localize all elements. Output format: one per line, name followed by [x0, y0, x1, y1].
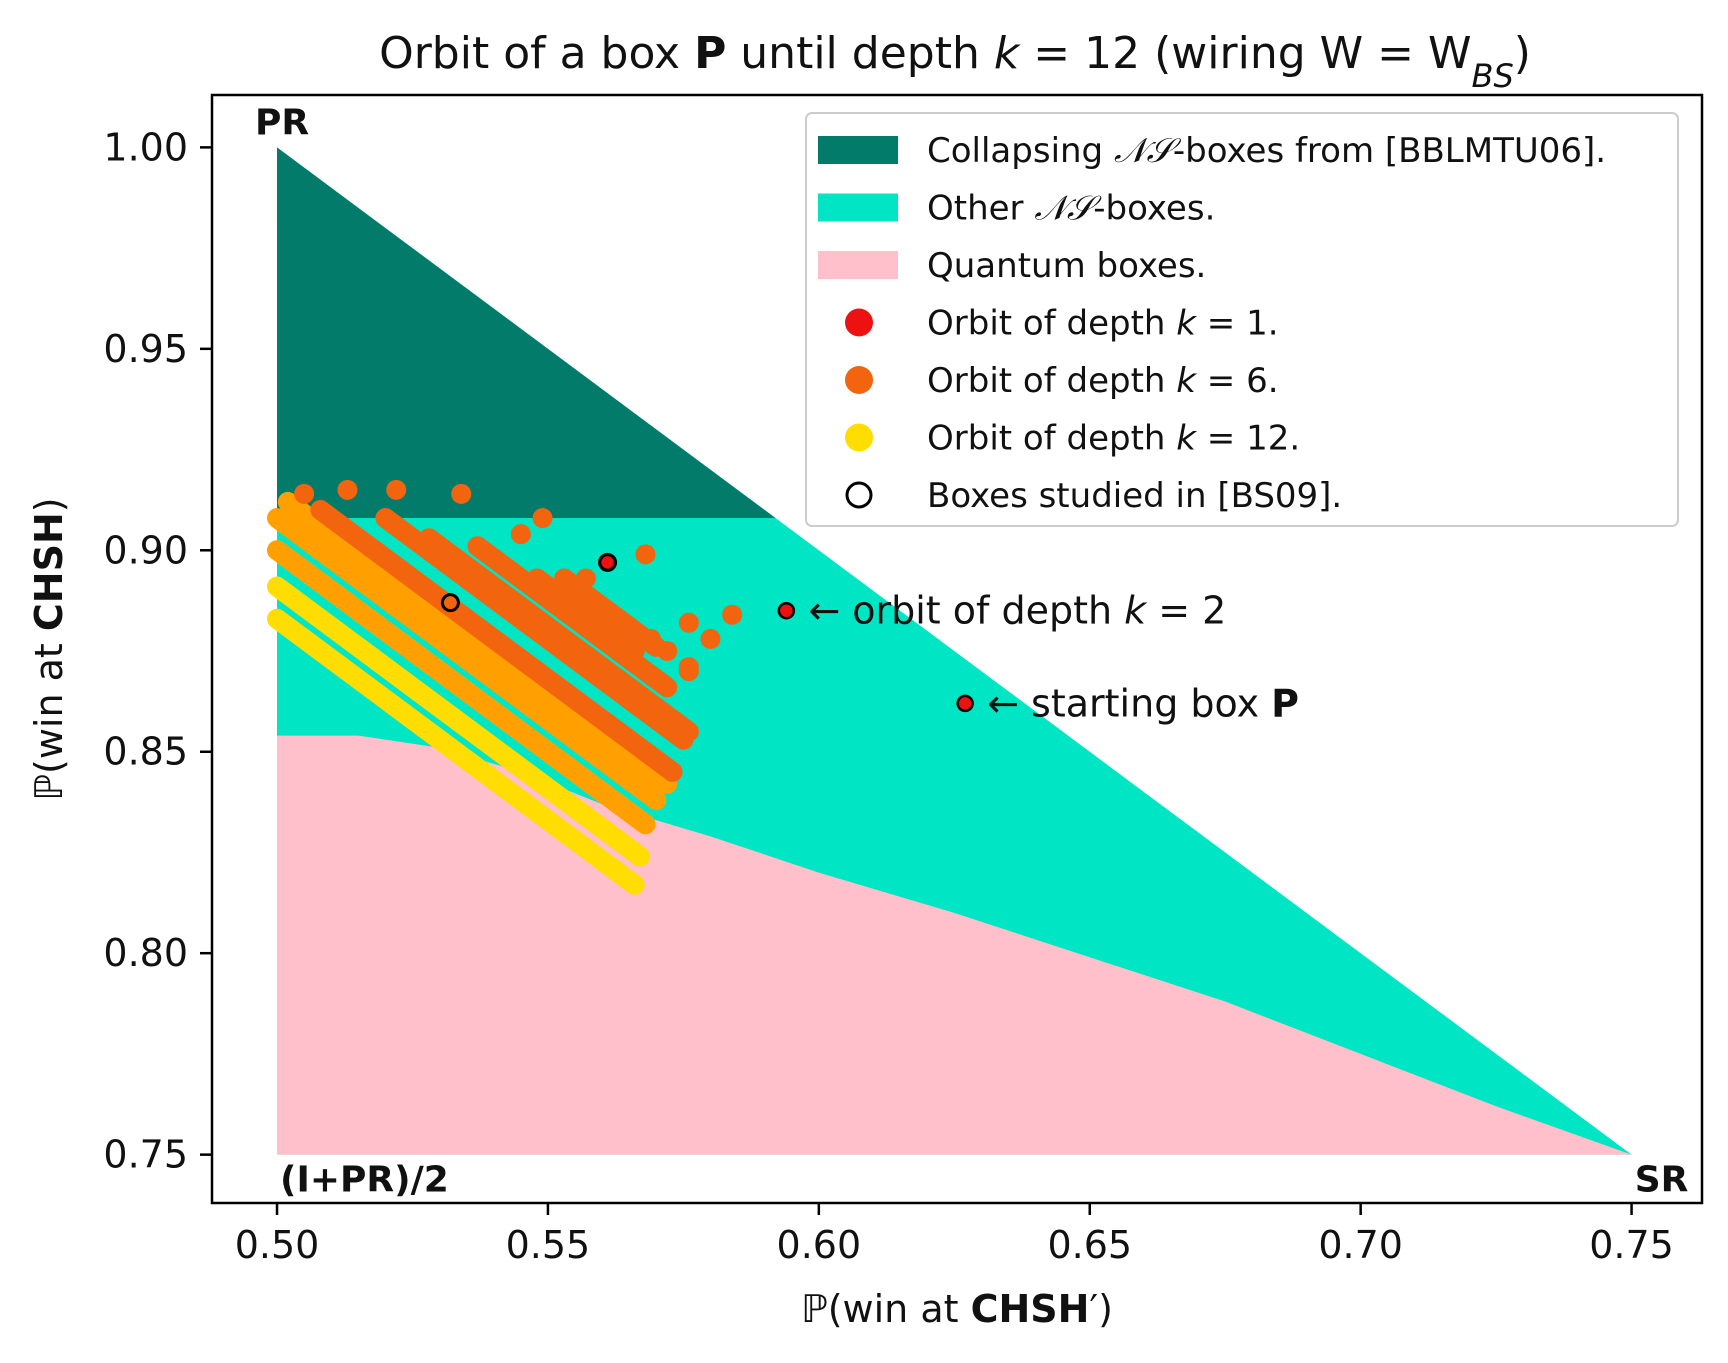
series-layer [267, 479, 974, 895]
orbit-of-depth-k-12-streak-0 [267, 608, 645, 895]
ann-start-bold: P [1271, 681, 1299, 725]
title-prefix: Orbit of a box [379, 28, 694, 79]
orbit-of-depth-k-1-point-7 [635, 544, 656, 565]
corner-label-sr: SR [1635, 1160, 1689, 1201]
y-tick-label: 1.00 [103, 125, 188, 169]
legend-entry-1-label: Other 𝒩𝒮-boxes. [927, 189, 1215, 229]
corner-label-pr: PR [255, 102, 309, 143]
ylabel-suffix: ) [27, 497, 71, 512]
annotation-orbit-depth-2: ← orbit of depth k = 2 [808, 589, 1226, 633]
orbit-of-depth-k-1-point-0 [294, 483, 315, 504]
ann-start-prefix: ← starting box [987, 681, 1271, 725]
y-tick-label: 0.80 [103, 931, 188, 975]
legend-box [805, 112, 1679, 527]
x-axis-label: ℙ(win at CHSH′) [801, 1287, 1113, 1331]
ann-orbit-var: k [1124, 589, 1148, 633]
axis-ticks: 0.50 0.55 0.60 0.65 0.70 0.75 0.75 0.80 0.85 0.90… [103, 125, 1673, 1267]
plot-frame [210, 93, 1704, 1205]
x-tick-label: 0.60 [777, 1223, 862, 1267]
orbit-of-depth-k-12-streak-1 [267, 576, 651, 867]
highlighted-orbit-points-point-2 [956, 694, 974, 713]
orbit-of-depth-k-6-streak-2 [277, 491, 678, 794]
legend-entry-5-label: Orbit of depth k = 12. [927, 419, 1300, 459]
x-tick-label: 0.65 [1047, 1223, 1132, 1267]
orbit-of-depth-k-1-point-14 [678, 661, 699, 682]
legend-entry-3-label: Orbit of depth k = 1. [927, 304, 1279, 344]
legend-entry-2-label: Quantum boxes. [927, 246, 1206, 286]
legend-entry-6-marker [845, 481, 873, 509]
x-tick-label: 0.50 [235, 1223, 320, 1267]
orbit-of-depth-k-1-point-11 [640, 628, 661, 649]
y-tick-label: 0.75 [103, 1133, 188, 1177]
legend-entry-4-marker [845, 366, 873, 394]
orbit-of-depth-k-1-point-9 [678, 612, 699, 633]
ann-orbit-prefix: ← orbit of depth [808, 589, 1124, 633]
xlabel-prefix: ℙ(win at [801, 1287, 971, 1331]
legend-entry-0-label: Collapsing 𝒩𝒮-boxes from [BBLMTU06]. [927, 131, 1606, 171]
chart-title: Orbit of a box P until depth k = 12 (wir… [379, 28, 1531, 95]
corner-labels: PR (I+PR)/2 SR [255, 102, 1688, 1200]
y-axis-label: ℙ(win at CHSH) [27, 497, 71, 800]
region-collapsing-ns-boxes-from-bblmtu06 [277, 147, 776, 519]
legend-entry-3-marker [845, 308, 873, 337]
orbit-of-depth-k-6-streak-1 [267, 508, 667, 811]
orbit-of-depth-k-1-point-10 [700, 628, 721, 649]
x-tick-label: 0.75 [1589, 1223, 1674, 1267]
ylabel-prefix: ℙ(win at [27, 631, 71, 801]
highlighted-orbit-points-point-0 [598, 553, 617, 572]
orbit-of-depth-k-1-point-6 [575, 568, 596, 589]
title-middle: until depth [726, 28, 994, 79]
orbit-of-depth-k-1-streak-4 [527, 568, 645, 662]
orbit-of-depth-k-1-point-4 [532, 508, 553, 529]
title-subscript: BS [1471, 57, 1513, 95]
x-tick-label: 0.70 [1318, 1223, 1403, 1267]
corner-label-i-pr-2: (I+PR)/2 [280, 1160, 449, 1201]
legend-entry-1-swatch [818, 193, 898, 222]
ann-orbit-suffix: = 2 [1146, 589, 1226, 633]
legend-entry-5-marker [845, 423, 873, 452]
title-bold-p: P [694, 28, 726, 79]
xlabel-bold: CHSH [971, 1287, 1090, 1331]
y-tick-label: 0.90 [103, 528, 188, 572]
highlighted-orbit-points-point-1 [777, 601, 796, 620]
ylabel-bold: CHSH [27, 512, 71, 631]
annotation-starting-box: ← starting box P [987, 681, 1299, 725]
title-eq: = 12 (wiring W = W [1019, 28, 1471, 79]
orbit-of-depth-k-1-point-2 [386, 479, 407, 500]
orbit-of-depth-k-1-point-3 [451, 483, 472, 504]
orbit-of-depth-k-6-streak-0 [267, 540, 656, 835]
title-suffix: ) [1514, 28, 1531, 79]
orbit-of-depth-k-1-point-1 [337, 479, 358, 500]
y-tick-label: 0.95 [103, 327, 188, 371]
orbit-of-depth-k-1-streak-2 [418, 528, 699, 742]
orbit-of-depth-k-1-point-8 [722, 604, 743, 625]
y-tick-label: 0.85 [103, 730, 188, 774]
title-var-k: k [994, 28, 1021, 79]
legend-entry-0-swatch [818, 136, 898, 164]
orbit-of-depth-k-1-streak-0 [310, 499, 683, 782]
x-tick-label: 0.55 [506, 1223, 591, 1267]
orbit-of-depth-k-1-streak-5 [554, 568, 667, 657]
boxes-studied-in-bs09-point-0 [440, 593, 460, 613]
legend-entry-4-label: Orbit of depth k = 6. [927, 361, 1279, 401]
legend-entry-6-label: Boxes studied in [BS09]. [927, 476, 1342, 516]
xlabel-suffix: ′) [1089, 1287, 1112, 1331]
orbit-of-depth-k-1-point-5 [510, 524, 531, 545]
orbit-of-depth-k-1-point-12 [657, 641, 678, 662]
legend-entry-2-swatch [818, 251, 898, 279]
legend: Collapsing 𝒩𝒮-boxes from [BBLMTU06]. Othe… [805, 112, 1679, 527]
